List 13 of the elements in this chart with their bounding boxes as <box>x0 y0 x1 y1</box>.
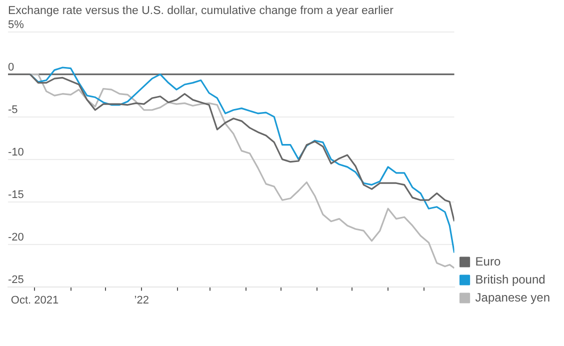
y-tick-label: 0 <box>8 61 14 74</box>
y-tick-label: -10 <box>8 146 24 158</box>
y-tick-label: -20 <box>8 231 24 244</box>
x-tick-label: ’22 <box>134 294 149 306</box>
chart-title: Exchange rate versus the U.S. dollar, cumulative change from a year earlier <box>8 5 394 18</box>
y-tick-label: 5% <box>8 18 24 31</box>
y-tick-label: -5 <box>8 104 18 116</box>
legend-label: British pound <box>475 272 546 286</box>
legend-label: Japanese yen <box>475 290 550 304</box>
y-tick-label: -15 <box>8 188 24 201</box>
x-tick-label: Oct. 2021 <box>10 294 59 306</box>
y-tick-label: -25 <box>8 274 24 286</box>
legend-label: Euro <box>475 254 501 268</box>
